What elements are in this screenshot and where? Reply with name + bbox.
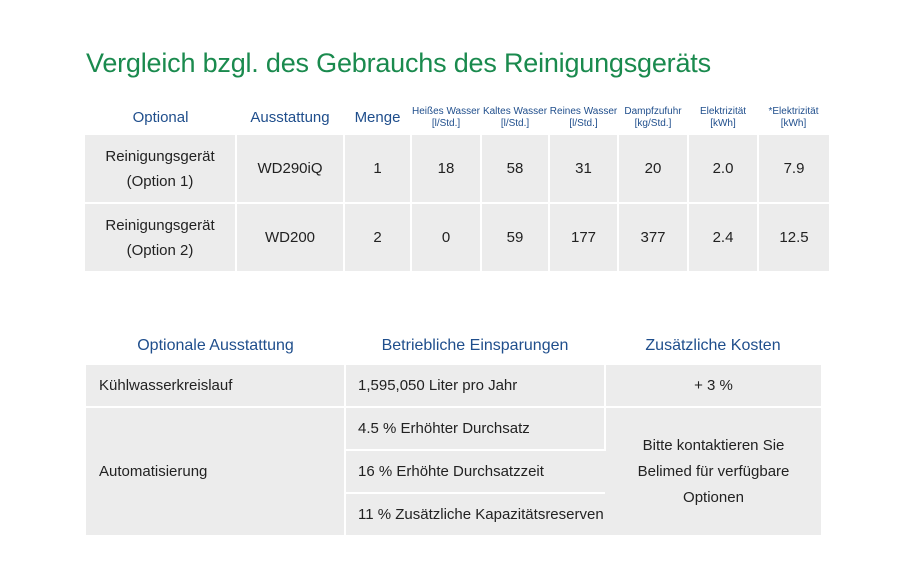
cell-elektrizitaet-star: 7.9 (758, 135, 829, 204)
header-dampfzufuhr-label: Dampfzufuhr (624, 105, 682, 117)
header-reines-wasser: Reines Wasser [l/Std.] (549, 100, 618, 135)
cell-optional-line2: (Option 1) (126, 172, 194, 190)
cell-kaltes-wasser: 58 (481, 135, 550, 204)
cell-kaltes-wasser: 59 (481, 203, 550, 273)
header-reines-wasser-unit: [l/Std.] (569, 117, 598, 129)
table-row: Reinigungsgerät (Option 1) WD290iQ 1 18 … (85, 135, 829, 204)
table-row: Kühlwasserkreislauf 1,595,050 Liter pro … (86, 365, 821, 408)
cell-ausstattung: Automatisierung (86, 407, 346, 537)
header-heisses-wasser-unit: [l/Std.] (431, 117, 461, 129)
page-title: Vergleich bzgl. des Gebrauchs des Reinig… (86, 48, 711, 78)
header-elektrizitaet-unit: [kWh] (710, 117, 736, 129)
cell-ausstattung: WD290iQ (236, 135, 345, 204)
table-header-row: Optional Ausstattung Menge Heißes Wasser… (85, 100, 829, 135)
cell-elektrizitaet: 2.4 (688, 203, 759, 273)
cell-menge: 1 (344, 135, 412, 204)
cell-optional: Reinigungsgerät (Option 2) (85, 203, 237, 273)
header-elektrizitaet: Elektrizität [kWh] (688, 100, 758, 135)
header-zusaetzliche-kosten: Zusätzliche Kosten (645, 337, 781, 354)
header-elektrizitaet-star-label: *Elektrizität (768, 105, 819, 117)
cell-dampfzufuhr: 20 (618, 135, 689, 204)
cell-kosten-line1: Bitte kontaktieren Sie (642, 436, 785, 454)
cell-dampfzufuhr: 377 (618, 203, 689, 273)
cell-elektrizitaet-star: 12.5 (758, 203, 829, 273)
cell-reines-wasser: 177 (549, 203, 619, 273)
cell-reines-wasser: 31 (549, 135, 619, 204)
table-row: Automatisierung 4.5 % Erhöhter Durchsatz… (86, 407, 821, 537)
cell-optional-line1: Reinigungsgerät (105, 216, 215, 234)
cell-einsparung: 4.5 % Erhöhter Durchsatz (345, 407, 606, 451)
header-elektrizitaet-label: Elektrizität (699, 105, 747, 117)
cell-elektrizitaet: 2.0 (688, 135, 759, 204)
cell-einsparung: 11 % Zusätzliche Kapazitätsreserven (345, 493, 605, 537)
header-dampfzufuhr: Dampfzufuhr [kg/Std.] (618, 100, 688, 135)
cell-kosten-line3: Optionen (683, 488, 744, 506)
cell-ausstattung: Kühlwasserkreislauf (86, 365, 346, 408)
cell-ausstattung: WD200 (236, 203, 345, 273)
header-kaltes-wasser: Kaltes Wasser [l/Std.] (481, 100, 549, 135)
table-row: Reinigungsgerät (Option 2) WD200 2 0 59 … (85, 203, 829, 273)
header-kaltes-wasser-label: Kaltes Wasser (482, 105, 548, 117)
header-reines-wasser-label: Reines Wasser (549, 105, 618, 117)
header-heisses-wasser: Heißes Wasser [l/Std.] (411, 100, 481, 135)
cell-einsparung: 1,595,050 Liter pro Jahr (345, 365, 606, 408)
cell-kosten: + 3 % (605, 365, 821, 408)
optional-equipment-table: Optionale Ausstattung Betriebliche Einsp… (86, 327, 821, 537)
header-elektrizitaet-star-unit: [kWh] (780, 117, 807, 129)
header-menge: Menge (354, 109, 401, 126)
header-betriebliche-einsparungen: Betriebliche Einsparungen (381, 337, 569, 354)
table-row: 11 % Zusätzliche Kapazitätsreserven (86, 493, 821, 537)
equipment-comparison-table: Optional Ausstattung Menge Heißes Wasser… (85, 100, 829, 273)
cell-menge: 2 (344, 203, 412, 273)
cell-kosten: Bitte kontaktieren Sie Belimed für verfü… (605, 407, 821, 537)
header-elektrizitaet-star: *Elektrizität [kWh] (758, 100, 829, 135)
cell-kosten-line2: Belimed für verfügbare (637, 462, 790, 480)
cell-einsparung: 16 % Erhöhte Durchsatzzeit (345, 450, 605, 494)
cell-heisses-wasser: 18 (411, 135, 482, 204)
header-heisses-wasser-label: Heißes Wasser (412, 105, 480, 117)
header-ausstattung: Ausstattung (250, 109, 330, 126)
cell-optional-line1: Reinigungsgerät (105, 147, 215, 165)
table-row: 16 % Erhöhte Durchsatzzeit (86, 450, 821, 494)
header-optionale-ausstattung: Optionale Ausstattung (137, 337, 294, 354)
cell-heisses-wasser: 0 (411, 203, 482, 273)
header-dampfzufuhr-unit: [kg/Std.] (634, 117, 672, 129)
table-header-row: Optionale Ausstattung Betriebliche Einsp… (86, 327, 821, 365)
header-optional: Optional (132, 109, 189, 126)
header-kaltes-wasser-unit: [l/Std.] (500, 117, 530, 129)
cell-optional-line2: (Option 2) (126, 241, 194, 259)
cell-optional: Reinigungsgerät (Option 1) (85, 135, 237, 204)
